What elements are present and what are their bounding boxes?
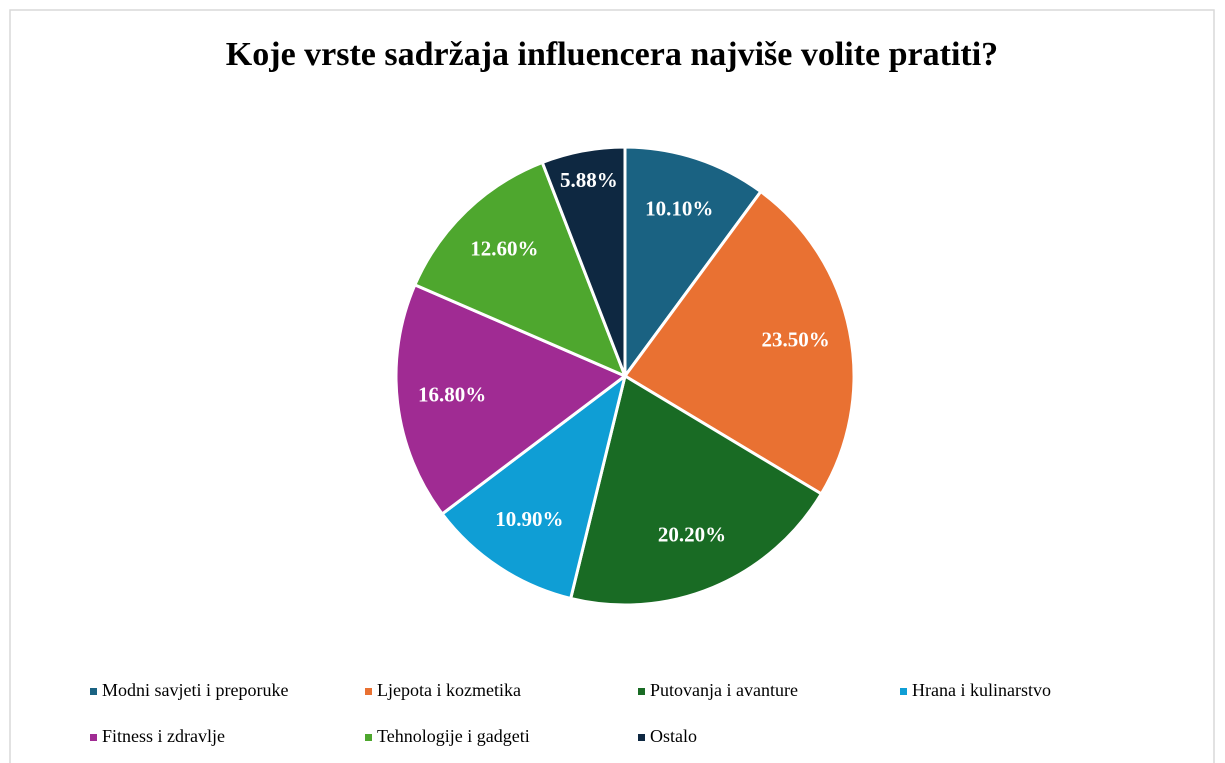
data-label: 23.50%: [762, 328, 830, 352]
data-label: 12.60%: [470, 236, 538, 260]
legend-swatch: [90, 734, 97, 741]
legend-swatch: [365, 734, 372, 741]
pie-slice: [568, 373, 824, 607]
legend-label: Ostalo: [650, 726, 697, 746]
data-label: 10.90%: [495, 507, 563, 531]
pie-slice: [412, 160, 628, 379]
data-label: 10.10%: [645, 196, 713, 220]
legend-label: Tehnologije i gadgeti: [377, 726, 530, 746]
legend-swatch: [365, 688, 372, 695]
legend-swatch: [90, 688, 97, 695]
legend-swatch: [638, 688, 645, 695]
legend-label: Modni savjeti i preporuke: [102, 680, 288, 700]
chart-title: Koje vrste sadržaja influencera najviše …: [226, 36, 998, 73]
pie-slice: [394, 282, 628, 517]
data-label: 5.88%: [560, 168, 618, 192]
legend-label: Fitness i zdravlje: [102, 726, 225, 746]
pie-slice: [623, 145, 763, 381]
pie-slice: [540, 145, 627, 377]
legend-label: Ljepota i kozmetika: [377, 680, 521, 700]
legend-label: Hrana i kulinarstvo: [912, 680, 1051, 700]
data-label: 20.20%: [658, 522, 726, 546]
legend-label: Putovanja i avanture: [650, 680, 798, 700]
legend-swatch: [900, 688, 907, 695]
data-label: 16.80%: [418, 382, 486, 406]
pie-slice: [622, 189, 856, 496]
pie-slice: [440, 372, 628, 601]
legend-swatch: [638, 734, 645, 741]
